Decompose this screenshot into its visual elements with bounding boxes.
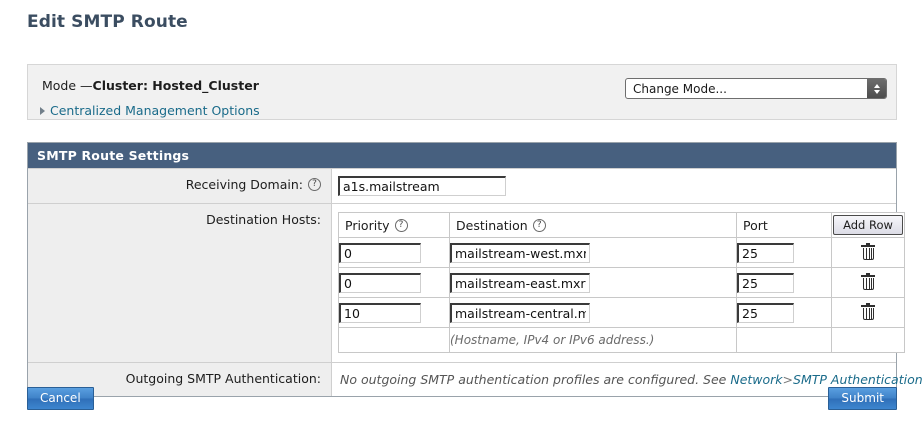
- mode-panel: Mode —Cluster: Hosted_Cluster Centralize…: [27, 64, 897, 120]
- hint-spacer-actions: [831, 327, 905, 353]
- destination-input[interactable]: [450, 242, 590, 263]
- outgoing-smtp-auth-field-cell: No outgoing SMTP authentication profiles…: [331, 362, 923, 396]
- priority-input[interactable]: [339, 242, 421, 263]
- destination-cell: [449, 237, 737, 268]
- port-input[interactable]: [737, 302, 794, 323]
- table-row: [338, 267, 905, 298]
- priority-cell: [338, 297, 450, 328]
- change-mode-select[interactable]: Change Mode...: [625, 78, 887, 99]
- destination-hosts-table: Priority ? Destination ?: [338, 212, 905, 353]
- col-header-priority-label: Priority: [345, 217, 390, 233]
- page-title: Edit SMTP Route: [27, 12, 188, 32]
- destination-input[interactable]: [450, 272, 590, 293]
- col-header-priority: Priority ?: [338, 212, 450, 238]
- outgoing-smtp-auth-row: Outgoing SMTP Authentication: No outgoin…: [28, 362, 923, 396]
- actions-cell: [831, 297, 905, 328]
- question-mark-icon[interactable]: ?: [394, 218, 408, 232]
- hint-spacer-port: [736, 327, 832, 353]
- mode-line: Mode —Cluster: Hosted_Cluster: [42, 78, 259, 93]
- destination-cell: [449, 267, 737, 298]
- change-mode-value: Change Mode...: [633, 81, 727, 96]
- smtp-authentication-link[interactable]: SMTP Authentication: [793, 372, 923, 387]
- port-input[interactable]: [737, 242, 794, 263]
- destination-input[interactable]: [450, 302, 590, 323]
- add-row-button[interactable]: Add Row: [833, 215, 903, 235]
- breadcrumb-separator: >: [782, 372, 794, 387]
- col-header-destination-label: Destination: [456, 217, 528, 233]
- outgoing-smtp-auth-label: Outgoing SMTP Authentication:: [125, 371, 321, 386]
- submit-button[interactable]: Submit: [828, 387, 897, 411]
- mode-prefix-label: Mode —: [42, 78, 93, 93]
- receiving-domain-input[interactable]: [338, 176, 506, 196]
- table-header-row: Priority ? Destination ?: [338, 212, 905, 238]
- auth-message-text: No outgoing SMTP authentication profiles…: [340, 372, 727, 387]
- receiving-domain-label: Receiving Domain:: [185, 177, 303, 192]
- receiving-domain-field-cell: [331, 168, 896, 204]
- col-header-actions: Add Row: [831, 212, 905, 238]
- smtp-route-settings-panel: SMTP Route Settings Receiving Domain: ?: [27, 142, 923, 397]
- actions-cell: [831, 267, 905, 298]
- hint-spacer: [338, 327, 450, 353]
- priority-input[interactable]: [339, 302, 421, 323]
- cancel-button[interactable]: Cancel: [27, 387, 94, 411]
- triangle-right-icon: [40, 106, 45, 115]
- priority-cell: [338, 237, 450, 268]
- trash-icon[interactable]: [861, 272, 875, 291]
- destination-hosts-field-cell: Priority ? Destination ?: [331, 203, 905, 363]
- panel-header: SMTP Route Settings: [28, 143, 896, 168]
- priority-cell: [338, 267, 450, 298]
- destination-hosts-label-cell: Destination Hosts:: [28, 203, 332, 363]
- updown-chevron-icon[interactable]: [867, 79, 886, 98]
- outgoing-smtp-auth-message: No outgoing SMTP authentication profiles…: [338, 370, 923, 389]
- destination-hosts-row: Destination Hosts: Priority: [28, 203, 905, 363]
- col-header-port: Port: [736, 212, 832, 238]
- col-header-destination: Destination ?: [449, 212, 737, 238]
- trash-icon[interactable]: [861, 302, 875, 321]
- cluster-name-label: Cluster: Hosted_Cluster: [92, 78, 259, 93]
- question-mark-icon[interactable]: ?: [532, 218, 546, 232]
- centralized-management-options[interactable]: Centralized Management Options: [40, 103, 260, 118]
- col-header-port-label: Port: [743, 217, 768, 233]
- table-row: [338, 297, 905, 328]
- destination-cell: [449, 297, 737, 328]
- port-cell: [736, 237, 832, 268]
- port-cell: [736, 267, 832, 298]
- network-link[interactable]: Network: [730, 372, 783, 387]
- receiving-domain-row: Receiving Domain: ?: [28, 168, 896, 204]
- trash-icon[interactable]: [861, 242, 875, 261]
- table-row: [338, 237, 905, 268]
- port-input[interactable]: [737, 272, 794, 293]
- receiving-domain-label-cell: Receiving Domain: ?: [28, 168, 332, 204]
- port-cell: [736, 297, 832, 328]
- question-mark-icon[interactable]: ?: [308, 178, 321, 191]
- destination-hint: (Hostname, IPv4 or IPv6 address.): [449, 327, 737, 353]
- priority-input[interactable]: [339, 272, 421, 293]
- destination-hosts-label: Destination Hosts:: [206, 212, 321, 227]
- centralized-management-options-link[interactable]: Centralized Management Options: [50, 103, 260, 118]
- actions-cell: [831, 237, 905, 268]
- hint-row: (Hostname, IPv4 or IPv6 address.): [338, 327, 905, 353]
